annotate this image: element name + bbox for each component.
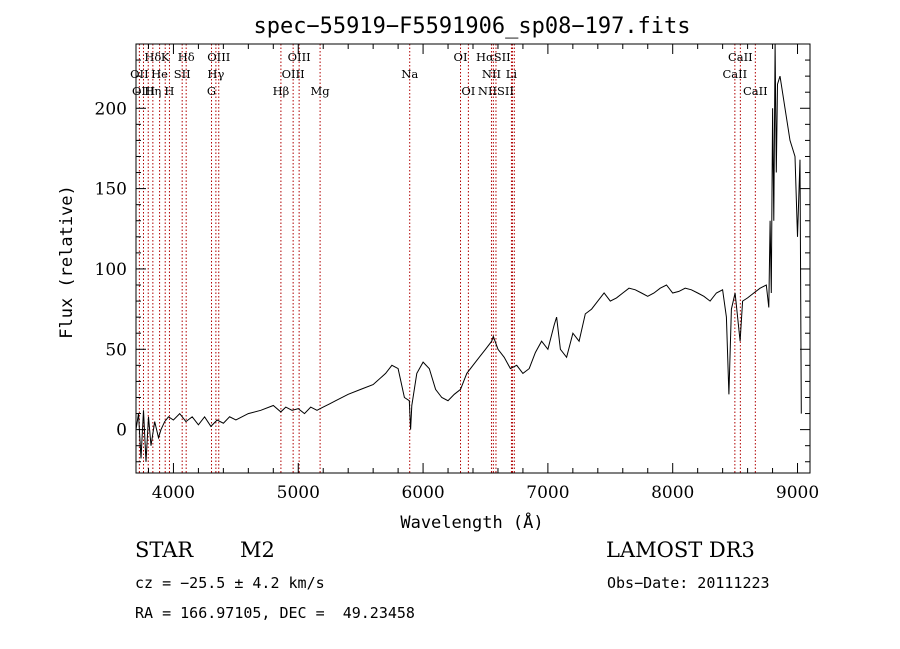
spectral-line-label: Hη — [144, 84, 161, 98]
object-class: STAR — [135, 538, 194, 562]
spectral-line-label: K — [161, 50, 170, 64]
spectral-line-label: Li — [506, 67, 518, 81]
spectral-line-label: SII — [174, 67, 191, 81]
velocity-readout: cz = −25.5 ± 4.2 km/s — [135, 574, 325, 592]
spectral-line-label: Mg — [311, 84, 331, 98]
spectral-line-label: OI — [461, 84, 475, 98]
spectral-line-label: OIII — [288, 50, 311, 64]
y-tick-label: 100 — [95, 260, 127, 280]
spectral-line-label: Hδ — [178, 50, 195, 64]
x-tick-label: 4000 — [152, 483, 195, 503]
spectral-line-label: CaII — [728, 50, 753, 64]
spectral-line-label: H — [164, 84, 174, 98]
object-subclass: M2 — [240, 538, 275, 562]
chart-title: spec−55919−F5591906_sp08−197.fits — [253, 14, 690, 39]
spectral-line-label: Hδ — [144, 50, 161, 64]
spectral-line-label: G — [207, 84, 216, 98]
y-axis-label: Flux (relative) — [57, 185, 77, 339]
spectral-line-label: OIII — [207, 50, 230, 64]
spectrum-chart: spec−55919−F5591906_sp08−197.fits Flux (… — [57, 14, 819, 533]
spectral-line-label: HαSII — [476, 50, 511, 64]
spectral-line-label: Na — [401, 67, 418, 81]
spectral-line-label: OII — [130, 67, 149, 81]
x-tick-label: 7000 — [526, 483, 569, 503]
spectral-line-label: NII — [482, 67, 501, 81]
x-tick-label: 8000 — [651, 483, 694, 503]
survey-name: LAMOST DR3 — [606, 538, 755, 562]
x-tick-label: 9000 — [776, 483, 819, 503]
spectral-line-label: OI — [454, 50, 468, 64]
axis-ticks: 4000 5000 6000 7000 8000 9000 0 50 100 150 200 — [95, 43, 819, 503]
spectrum-line — [135, 43, 802, 462]
x-tick-label: 5000 — [277, 483, 320, 503]
x-tick-label: 6000 — [401, 483, 444, 503]
y-tick-label: 0 — [116, 421, 127, 441]
spectral-line-label: CaII — [743, 84, 768, 98]
spectral-line-label: NIISII — [478, 84, 514, 98]
y-tick-label: 50 — [105, 340, 127, 360]
spectral-line-label: OIII — [132, 84, 155, 98]
y-tick-label: 200 — [95, 99, 127, 119]
plot-frame — [135, 43, 811, 474]
spectral-line-label: OIII — [282, 67, 305, 81]
spectral-line-label: Hβ — [273, 84, 290, 98]
spectral-line-label: Hγ — [207, 67, 224, 81]
spectral-line-label: CaII — [722, 67, 747, 81]
spectral-line-label: He — [151, 67, 168, 81]
spectral-line-markers — [138, 44, 756, 473]
coordinates-readout: RA = 166.97105, DEC = 49.23458 — [135, 604, 415, 622]
observation-date: Obs−Date: 20111223 — [607, 574, 770, 592]
x-axis-label: Wavelength (Å) — [400, 511, 543, 533]
y-tick-label: 150 — [95, 180, 127, 200]
